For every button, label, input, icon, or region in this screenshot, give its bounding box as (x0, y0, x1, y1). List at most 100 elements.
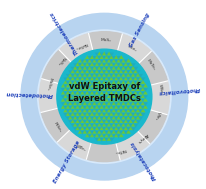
Polygon shape (73, 127, 78, 131)
Polygon shape (119, 133, 124, 137)
Polygon shape (121, 127, 126, 131)
Polygon shape (116, 94, 121, 98)
Polygon shape (141, 77, 145, 81)
Polygon shape (107, 123, 112, 127)
Polygon shape (83, 94, 87, 98)
Polygon shape (104, 81, 109, 85)
Polygon shape (126, 84, 131, 88)
Circle shape (70, 62, 139, 131)
Polygon shape (99, 67, 104, 71)
Circle shape (81, 73, 128, 120)
Polygon shape (129, 69, 133, 73)
Polygon shape (83, 101, 87, 105)
Polygon shape (131, 123, 136, 127)
Polygon shape (97, 106, 102, 110)
Polygon shape (112, 92, 116, 95)
Polygon shape (61, 91, 66, 94)
Polygon shape (129, 98, 133, 102)
Polygon shape (97, 120, 102, 124)
Polygon shape (66, 74, 70, 78)
Polygon shape (136, 80, 141, 84)
Polygon shape (124, 109, 129, 113)
Polygon shape (78, 66, 83, 70)
Polygon shape (109, 84, 114, 88)
Polygon shape (97, 94, 102, 98)
Circle shape (62, 54, 147, 139)
Polygon shape (114, 95, 119, 99)
Polygon shape (95, 60, 99, 64)
Polygon shape (112, 99, 116, 103)
Polygon shape (70, 112, 75, 116)
Polygon shape (99, 91, 104, 94)
Polygon shape (83, 99, 87, 103)
Polygon shape (114, 88, 119, 92)
Polygon shape (83, 113, 87, 117)
Polygon shape (80, 105, 85, 109)
Polygon shape (90, 131, 95, 135)
Polygon shape (83, 123, 87, 127)
Polygon shape (63, 84, 68, 88)
Polygon shape (107, 130, 112, 134)
Polygon shape (68, 106, 73, 110)
Polygon shape (78, 94, 83, 98)
Polygon shape (109, 91, 114, 94)
Polygon shape (112, 106, 116, 110)
Polygon shape (92, 116, 97, 119)
Polygon shape (92, 80, 97, 84)
Polygon shape (119, 55, 124, 59)
Polygon shape (90, 126, 95, 130)
Polygon shape (99, 53, 104, 56)
Wedge shape (116, 132, 149, 160)
Polygon shape (92, 87, 97, 91)
Polygon shape (119, 74, 124, 78)
Polygon shape (107, 73, 112, 77)
Polygon shape (107, 134, 112, 138)
Polygon shape (121, 108, 126, 112)
Polygon shape (70, 91, 75, 94)
Polygon shape (121, 70, 126, 74)
Polygon shape (124, 105, 129, 109)
Polygon shape (109, 126, 114, 130)
Polygon shape (90, 91, 95, 94)
Polygon shape (129, 84, 133, 88)
Polygon shape (121, 80, 126, 84)
Polygon shape (114, 81, 119, 85)
Polygon shape (87, 92, 92, 95)
Polygon shape (85, 74, 90, 78)
Polygon shape (61, 105, 66, 109)
Polygon shape (102, 87, 107, 91)
Polygon shape (116, 73, 121, 77)
Polygon shape (136, 113, 141, 117)
Polygon shape (133, 95, 138, 99)
Polygon shape (114, 112, 119, 116)
Polygon shape (63, 101, 68, 105)
Polygon shape (70, 109, 75, 113)
Polygon shape (92, 84, 97, 88)
Polygon shape (83, 77, 87, 81)
Polygon shape (119, 126, 124, 130)
Polygon shape (109, 53, 114, 56)
Polygon shape (133, 119, 138, 123)
Polygon shape (124, 98, 129, 102)
Polygon shape (90, 62, 95, 66)
Polygon shape (114, 126, 119, 130)
Polygon shape (129, 81, 133, 85)
Polygon shape (104, 105, 109, 109)
Polygon shape (73, 101, 78, 105)
Polygon shape (114, 91, 119, 94)
Polygon shape (129, 124, 133, 128)
Polygon shape (80, 91, 85, 94)
Polygon shape (116, 108, 121, 112)
Polygon shape (95, 69, 99, 73)
Polygon shape (133, 69, 138, 73)
Polygon shape (85, 60, 90, 64)
Polygon shape (114, 98, 119, 102)
Polygon shape (131, 116, 136, 119)
Wedge shape (39, 79, 58, 112)
Polygon shape (85, 84, 90, 88)
Polygon shape (73, 108, 78, 112)
Polygon shape (114, 102, 119, 106)
Polygon shape (68, 94, 73, 98)
Circle shape (38, 30, 171, 163)
Polygon shape (73, 80, 78, 84)
